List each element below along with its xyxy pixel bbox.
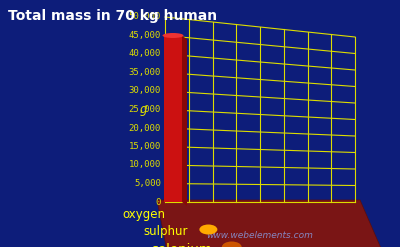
Text: 0: 0 xyxy=(156,198,161,206)
Text: sulphur: sulphur xyxy=(144,225,188,238)
Text: 10,000: 10,000 xyxy=(129,161,161,169)
Polygon shape xyxy=(157,200,400,247)
Text: 20,000: 20,000 xyxy=(129,124,161,132)
Text: 45,000: 45,000 xyxy=(129,31,161,40)
Ellipse shape xyxy=(222,242,242,247)
Text: 25,000: 25,000 xyxy=(129,105,161,114)
Text: Total mass in 70 kg human: Total mass in 70 kg human xyxy=(8,9,217,23)
Ellipse shape xyxy=(162,33,184,38)
Text: selenium: selenium xyxy=(151,243,212,247)
Text: oxygen: oxygen xyxy=(122,207,165,221)
Text: 40,000: 40,000 xyxy=(129,49,161,59)
Text: 15,000: 15,000 xyxy=(129,142,161,151)
Text: g: g xyxy=(139,103,147,116)
Text: 50,000: 50,000 xyxy=(129,13,161,21)
Ellipse shape xyxy=(199,225,217,234)
Polygon shape xyxy=(182,36,187,206)
Text: 30,000: 30,000 xyxy=(129,86,161,96)
Text: www.webelements.com: www.webelements.com xyxy=(206,230,314,240)
FancyBboxPatch shape xyxy=(164,36,182,202)
Text: 35,000: 35,000 xyxy=(129,68,161,77)
Text: 5,000: 5,000 xyxy=(134,179,161,188)
